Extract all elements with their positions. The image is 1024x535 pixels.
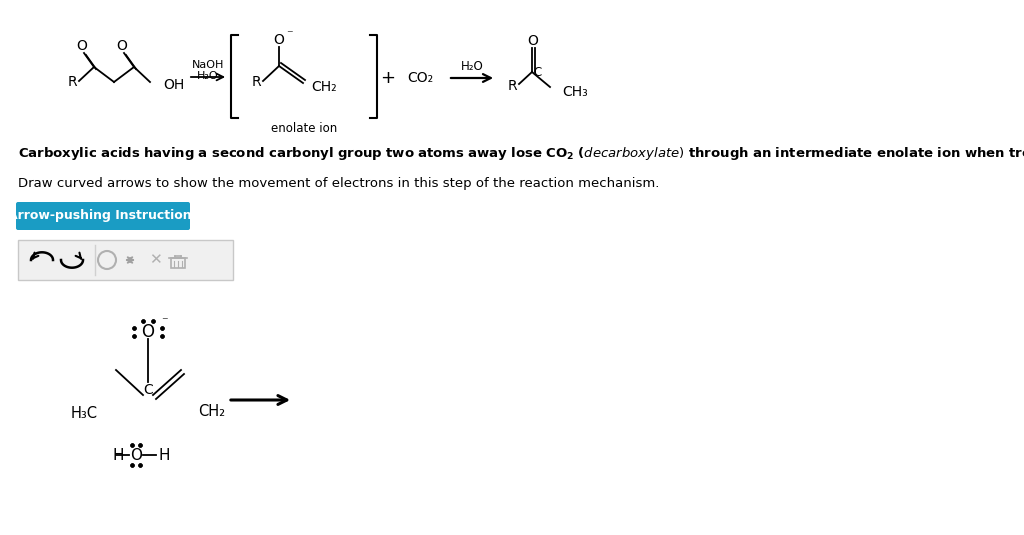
Text: +: + [381,69,395,87]
Text: ⁻: ⁻ [161,316,167,328]
Text: CO₂: CO₂ [407,71,433,85]
Text: O: O [273,33,285,47]
Text: H: H [159,447,170,462]
Text: H₃C: H₃C [71,407,98,422]
Text: C: C [143,383,153,397]
Text: $\bf{Carboxylic\ acids\ having\ a\ second\ carbonyl\ group\ two\ atoms\ away\ lo: $\bf{Carboxylic\ acids\ having\ a\ secon… [18,144,1024,162]
Text: H: H [113,447,124,462]
Text: Arrow-pushing Instructions: Arrow-pushing Instructions [7,210,199,223]
Text: CH₂: CH₂ [198,404,225,419]
Text: R: R [68,75,77,89]
Text: C: C [532,66,541,80]
Text: CH₂: CH₂ [311,80,337,94]
Text: Draw curved arrows to show the movement of electrons in this step of the reactio: Draw curved arrows to show the movement … [18,177,659,189]
Text: NaOH: NaOH [191,60,224,70]
Text: enolate ion: enolate ion [271,121,337,134]
Text: CH₃: CH₃ [562,85,588,99]
Bar [171,258,185,268]
Text: O: O [130,447,142,462]
FancyBboxPatch shape [16,202,190,230]
Bar [18,240,233,280]
Text: O: O [77,39,87,53]
Text: H₂O: H₂O [461,59,483,73]
Text: O: O [117,39,127,53]
Text: ✕: ✕ [148,253,162,268]
Text: R: R [507,79,517,93]
Text: H₂O: H₂O [198,71,219,81]
Text: ⁻: ⁻ [286,28,292,42]
Text: O: O [141,323,155,341]
Text: OH: OH [163,78,184,92]
Text: R: R [251,75,261,89]
Text: O: O [527,34,539,48]
